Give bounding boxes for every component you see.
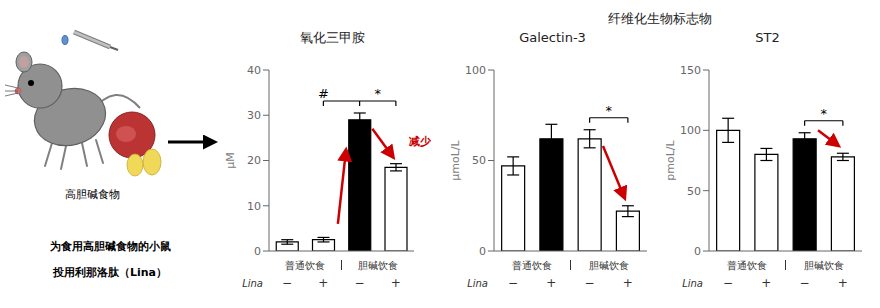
svg-text:+: + (623, 276, 633, 290)
svg-text:+: + (838, 276, 848, 290)
svg-text:胆碱饮食: 胆碱饮食 (358, 260, 398, 271)
html-text:氧化三甲胺: 氧化三甲胺 (300, 30, 365, 45)
svg-text:0: 0 (479, 245, 486, 258)
svg-text:20: 20 (247, 154, 261, 167)
svg-text:−: − (585, 276, 595, 290)
svg-text:0: 0 (694, 245, 701, 258)
svg-text:*: * (606, 103, 613, 118)
svg-text:普通饮食: 普通饮食 (727, 260, 767, 271)
svg-text:胆碱饮食: 胆碱饮食 (804, 260, 844, 271)
svg-text:μM: μM (225, 152, 237, 169)
svg-text:投用利那洛肽（Lina）: 投用利那洛肽（Lina） (52, 266, 167, 279)
svg-text:−: − (723, 276, 733, 290)
svg-text:*: * (375, 86, 382, 101)
svg-text:−: − (508, 276, 518, 290)
svg-text:+: + (391, 276, 401, 290)
svg-text:−: − (800, 276, 810, 290)
html-text:纤维化生物标志物: 纤维化生物标志物 (608, 11, 712, 26)
svg-text:μmoL/L: μmoL/L (450, 139, 462, 180)
svg-text:高胆碱食物: 高胆碱食物 (65, 188, 120, 201)
svg-text:Lina: Lina (682, 278, 703, 289)
svg-text:#: # (318, 86, 329, 101)
svg-text:−: − (355, 276, 365, 290)
svg-text:100: 100 (465, 64, 486, 77)
svg-text:Lina: Lina (467, 278, 488, 289)
html-text:ST2: ST2 (755, 30, 780, 45)
svg-text:100: 100 (680, 124, 701, 137)
svg-text:0: 0 (254, 245, 261, 258)
svg-text:为食用高胆碱食物的小鼠: 为食用高胆碱食物的小鼠 (50, 240, 171, 253)
svg-text:普通饮食: 普通饮食 (285, 260, 325, 271)
svg-text:−: − (282, 276, 292, 290)
svg-text:30: 30 (247, 109, 261, 122)
svg-text:+: + (318, 276, 328, 290)
svg-text:+: + (761, 276, 771, 290)
svg-text:Lina: Lina (242, 278, 263, 289)
svg-text:50: 50 (687, 185, 701, 198)
svg-text:普通饮食: 普通饮食 (512, 260, 552, 271)
svg-text:减少: 减少 (409, 135, 432, 148)
svg-text:10: 10 (247, 200, 261, 213)
svg-text:+: + (546, 276, 556, 290)
svg-text:pmoL/L: pmoL/L (665, 139, 677, 180)
svg-text:150: 150 (680, 64, 701, 77)
svg-text:50: 50 (472, 154, 486, 167)
svg-text:胆碱饮食: 胆碱饮食 (589, 260, 629, 271)
svg-text:*: * (821, 106, 828, 121)
svg-text:40: 40 (247, 64, 261, 77)
html-text:Galectin-3: Galectin-3 (519, 30, 586, 45)
